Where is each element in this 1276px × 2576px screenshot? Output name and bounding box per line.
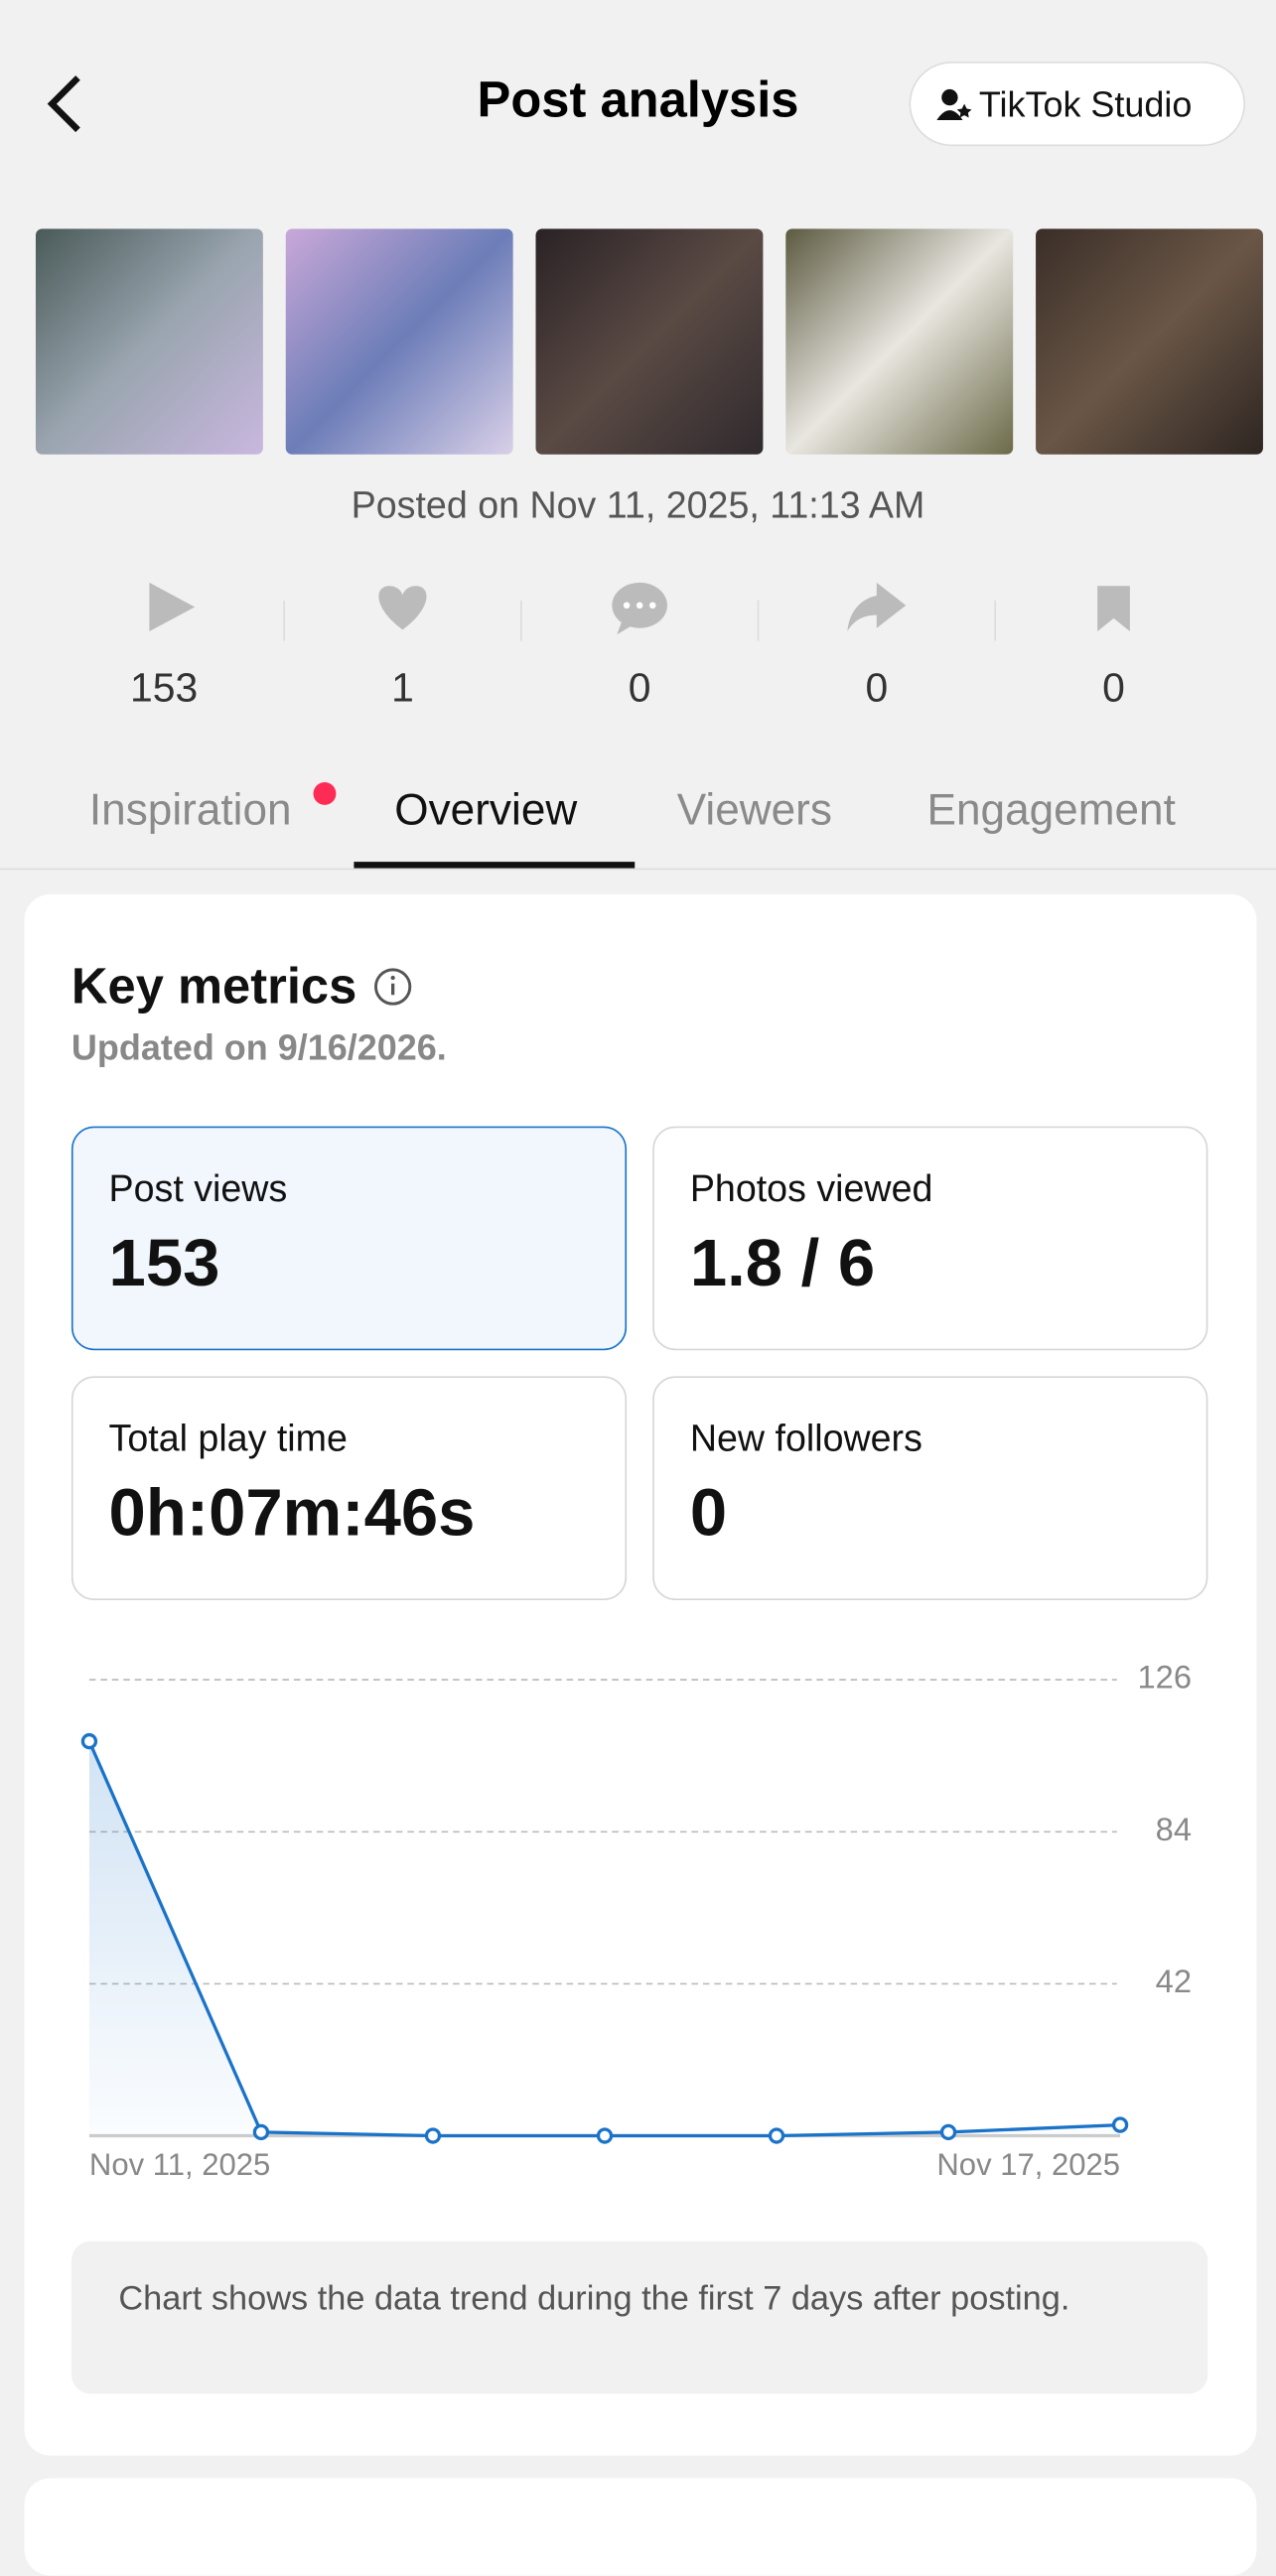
point — [252, 2123, 270, 2141]
stat-value: 153 — [130, 665, 199, 712]
area — [88, 1741, 1121, 2136]
next-panel — [24, 2478, 1257, 2576]
divider — [0, 868, 1276, 871]
metric-value: 0h:07m:46s — [108, 1475, 476, 1551]
stat-value: 0 — [628, 665, 651, 712]
metric-value: 1.8 / 6 — [689, 1225, 876, 1300]
metric-card[interactable]: Total play time 0h:07m:46s — [71, 1376, 628, 1601]
metric-label: Total play time — [108, 1417, 348, 1459]
stat-value: 0 — [865, 665, 889, 712]
metric-value: 153 — [108, 1225, 220, 1300]
stat-value: 1 — [391, 665, 414, 712]
x-tick-label: Nov 17, 2025 — [936, 2147, 1120, 2182]
icon — [936, 88, 972, 120]
y-tick-label: 84 — [1156, 1811, 1192, 1847]
metric-value: 0 — [689, 1475, 728, 1551]
tab[interactable]: Engagement — [926, 785, 1176, 835]
metric-card[interactable]: New followers 0 — [652, 1376, 1208, 1601]
metric-card[interactable]: Post views 153 — [71, 1126, 628, 1351]
point — [768, 2127, 785, 2144]
thumbnail[interactable] — [1036, 228, 1263, 455]
tab[interactable]: Inspiration — [88, 785, 292, 835]
stat-value: 0 — [1102, 665, 1125, 712]
back-button[interactable] — [43, 71, 91, 136]
stat-icons — [149, 582, 1130, 641]
point — [596, 2127, 614, 2144]
thumbnail[interactable] — [535, 228, 764, 455]
point — [1111, 2116, 1129, 2133]
section-title: Key metrics — [71, 957, 357, 1015]
y-tick-label: 42 — [1156, 1963, 1192, 1999]
point — [80, 1732, 98, 1750]
posted-date: Posted on Nov 11, 2025, 11:13 AM — [351, 483, 925, 526]
point — [424, 2127, 442, 2144]
thumbnail[interactable] — [285, 228, 513, 455]
studio-label: TikTok Studio — [978, 84, 1193, 125]
line — [87, 1740, 1121, 2138]
note-text: Chart shows the data trend during the fi… — [118, 2280, 1070, 2318]
tab[interactable]: Viewers — [676, 785, 832, 835]
info-icon[interactable] — [373, 967, 416, 1010]
updated-date: Updated on 9/16/2026. — [71, 1026, 447, 1068]
y-tick-label: 126 — [1137, 1659, 1192, 1695]
studio-button[interactable]: TikTok Studio — [909, 62, 1245, 147]
chart: 42 84 126 Nov 11, 2025 Nov 17, 2025 — [80, 1659, 1192, 2182]
metric-label: Photos viewed — [689, 1166, 933, 1210]
tab-indicator — [354, 862, 636, 869]
point — [939, 2123, 957, 2141]
tab-active[interactable]: Overview — [394, 785, 578, 835]
thumbnail[interactable] — [35, 228, 263, 455]
notification-dot — [313, 782, 337, 805]
thumbnail[interactable] — [785, 228, 1014, 455]
x-tick-label: Nov 11, 2025 — [89, 2147, 270, 2182]
metric-card[interactable]: Photos viewed 1.8 / 6 — [652, 1126, 1208, 1351]
note-box: Chart shows the data trend during the fi… — [71, 2240, 1208, 2394]
page-title: Post analysis — [477, 70, 799, 129]
metric-label: Post views — [108, 1166, 288, 1210]
metric-label: New followers — [689, 1417, 922, 1459]
